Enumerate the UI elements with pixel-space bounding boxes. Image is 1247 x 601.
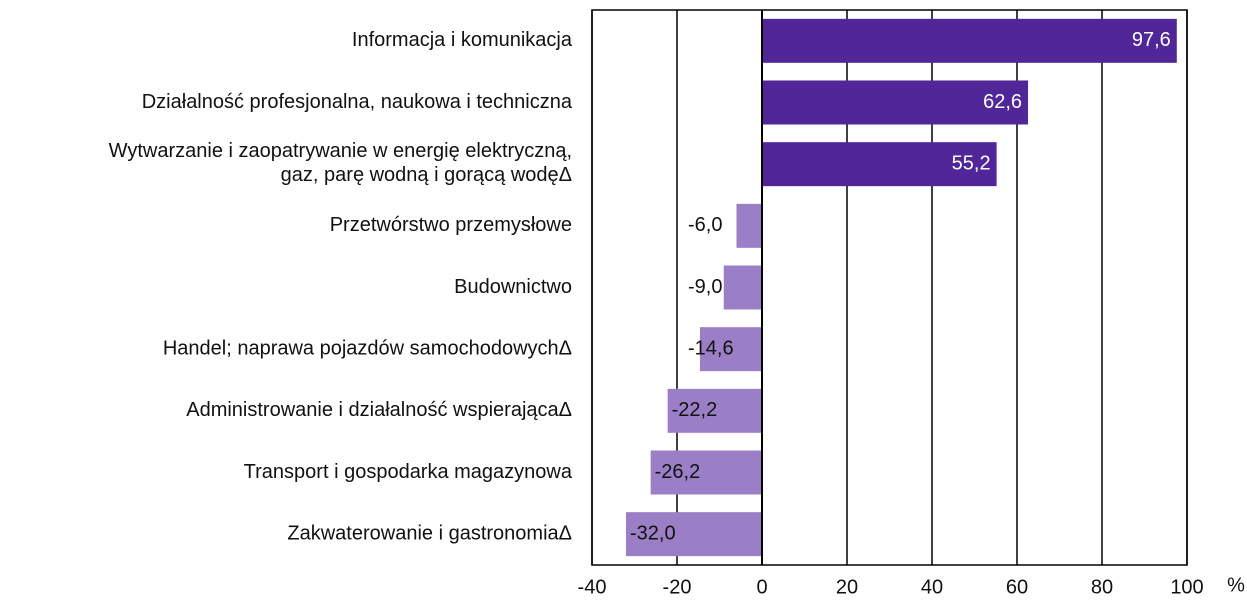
bar (736, 203, 762, 248)
x-tick-label: 40 (921, 576, 943, 598)
data-label: -26,2 (655, 461, 701, 483)
x-tick-label: 100 (1170, 576, 1203, 598)
bar (667, 388, 762, 433)
y-tick-label: Handel; naprawa pojazdów samochodowychΔ (163, 337, 572, 359)
x-tick-label: 80 (1091, 576, 1113, 598)
data-label: -14,6 (688, 337, 734, 359)
data-label: -9,0 (688, 276, 722, 298)
x-tick-label: 20 (836, 576, 858, 598)
data-label: 62,6 (983, 91, 1022, 113)
bar (762, 142, 997, 187)
x-tick-label: -20 (663, 576, 692, 598)
y-tick-label: Budownictwo (454, 276, 572, 298)
data-label: 55,2 (952, 152, 991, 174)
y-tick-label: Działalność profesjonalna, naukowa i tec… (142, 91, 573, 113)
y-tick-label: Przetwórstwo przemysłowe (330, 214, 572, 236)
bar (723, 265, 762, 310)
y-tick-label: Administrowanie i działalność wspierając… (186, 399, 572, 421)
x-tick-label: -40 (578, 576, 607, 598)
data-label: -6,0 (688, 214, 722, 236)
bar (762, 80, 1029, 125)
data-label: 97,6 (1132, 29, 1171, 51)
plot-border (591, 9, 1188, 566)
bar (762, 18, 1177, 63)
bar (626, 512, 762, 557)
y-tick-label: Transport i gospodarka magazynowa (244, 461, 573, 483)
y-tick-label: Zakwaterowanie i gastronomiaΔ (287, 522, 572, 544)
y-tick-label: Informacja i komunikacja (352, 29, 573, 51)
y-tick-label: Wytwarzanie i zaopatrywanie w energię el… (109, 140, 572, 186)
x-tick-label: 0 (756, 576, 767, 598)
bar (699, 327, 762, 372)
data-label: -32,0 (630, 522, 676, 544)
bar (650, 450, 762, 495)
x-tick-label: 60 (1006, 576, 1028, 598)
x-axis-unit: % (1227, 574, 1245, 596)
data-label: -22,2 (672, 399, 718, 421)
